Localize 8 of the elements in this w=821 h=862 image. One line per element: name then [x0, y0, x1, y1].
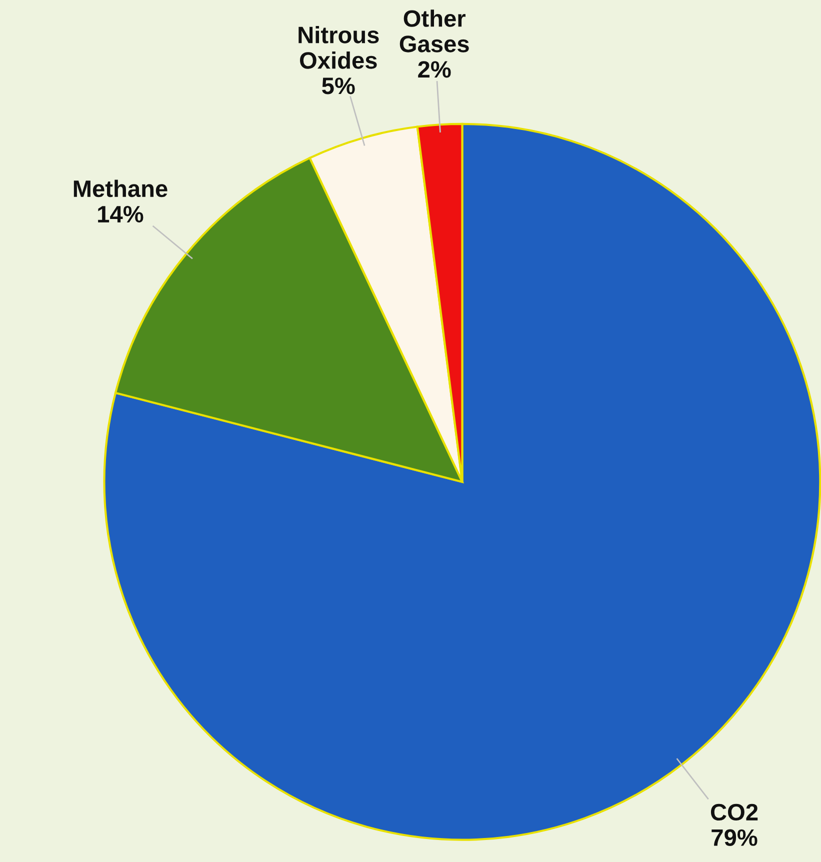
- slice-label: Nitrous Oxides: [298, 26, 379, 69]
- data-label: 5%: [322, 78, 355, 94]
- slice-label: Other Gases: [400, 10, 469, 52]
- slice-label: Methane: [74, 180, 168, 198]
- slice-label: CO2: [710, 804, 758, 821]
- data-label: 14%: [98, 206, 144, 222]
- data-label: 2%: [418, 61, 451, 78]
- data-label: 79%: [712, 829, 758, 846]
